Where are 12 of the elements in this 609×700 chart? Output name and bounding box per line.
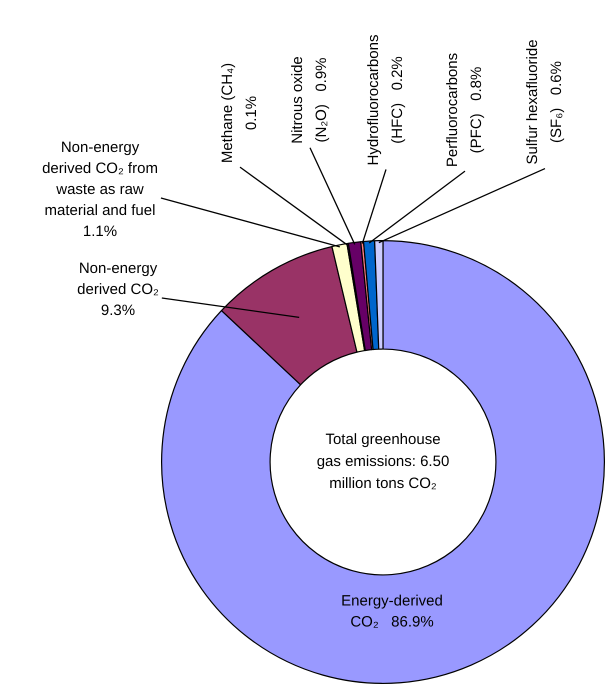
slice-label: Sulfur hexafluoride (SF₆) 0.6% bbox=[524, 39, 566, 165]
data-label: 9.3% bbox=[100, 302, 136, 320]
data-label: 1.1% bbox=[82, 223, 118, 240]
slice-label: Hydrofluorocarbons (HFC) 0.2% bbox=[365, 34, 406, 166]
slice-label: Energy-derived CO₂ 86.9% bbox=[341, 592, 443, 631]
slice-label: Non-energy derived CO₂ from waste as raw material and fuel bbox=[42, 139, 158, 220]
slice-label: Methane (CH₄) bbox=[219, 62, 236, 164]
data-label: 0.1% bbox=[243, 96, 260, 130]
slice-label: Perfluorocarbons (PFC) 0.8% bbox=[444, 52, 486, 168]
text: Total greenhouse gas emissions: 6.50 million tons CO₂ bbox=[316, 431, 450, 492]
slice-label: Nitrous oxide (N₂O) 0.9% bbox=[289, 56, 330, 144]
slice-label: Non-energy derived CO₂ bbox=[77, 260, 160, 298]
